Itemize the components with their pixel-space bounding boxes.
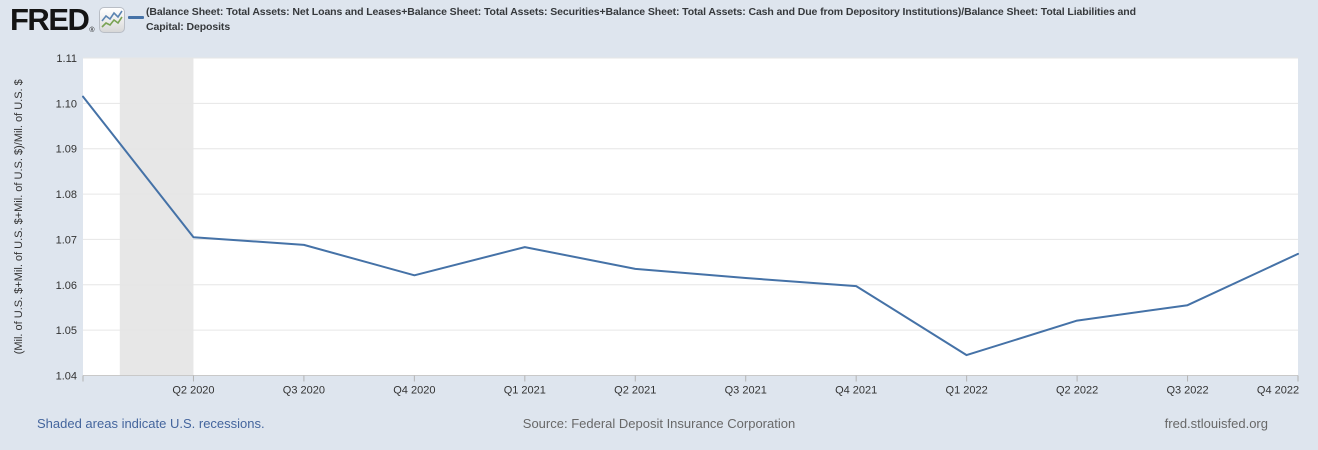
x-axis-tick-label: Q3 2020 <box>283 385 325 397</box>
fred-logo: FRED ® <box>10 3 125 37</box>
recession-band <box>119 58 194 376</box>
legend-series-marker <box>128 16 144 19</box>
y-axis-tick-label: 1.08 <box>56 189 77 201</box>
source-text: Source: Federal Deposit Insurance Corpor… <box>522 416 796 431</box>
chart-footer: Shaded areas indicate U.S. recessions. S… <box>0 416 1318 436</box>
x-axis-tick-label: Q4 2021 <box>835 385 877 397</box>
y-axis-tick-label: 1.09 <box>56 144 77 156</box>
y-axis-tick-label: 1.04 <box>56 371 77 383</box>
series-legend-label: (Balance Sheet: Total Assets: Net Loans … <box>146 5 1306 35</box>
x-axis-tick-label: Q3 2021 <box>725 385 767 397</box>
x-axis-tick-label: Q4 2022 <box>1257 385 1299 397</box>
registered-trademark: ® <box>89 27 95 34</box>
recessions-note-link[interactable]: Shaded areas indicate U.S. recessions. <box>37 416 265 431</box>
y-axis-tick-label: 1.05 <box>56 325 77 337</box>
fred-site-link[interactable]: fred.stlouisfed.org <box>1164 416 1268 431</box>
x-axis-tick-label: Q2 2022 <box>1056 385 1098 397</box>
y-axis-tick-label: 1.06 <box>56 280 77 292</box>
fred-logo-text: FRED <box>10 2 90 37</box>
x-axis-tick-label: Q2 2020 <box>172 385 214 397</box>
x-axis-tick-label: Q4 2020 <box>393 385 435 397</box>
x-axis-tick-label: Q2 2021 <box>614 385 656 397</box>
legend-label-line-2: Capital: Deposits <box>146 21 231 33</box>
y-axis-tick-label: 1.07 <box>56 234 77 246</box>
y-axis-tick-label: 1.10 <box>56 98 77 110</box>
x-axis-tick-label: Q1 2022 <box>946 385 988 397</box>
data-series-line <box>82 95 1299 357</box>
y-axis-tick-label: 1.11 <box>56 53 77 65</box>
plot-area <box>83 58 1298 376</box>
legend-label-line-1: (Balance Sheet: Total Assets: Net Loans … <box>146 6 1136 18</box>
line-chart-icon <box>98 7 125 33</box>
chart-header: FRED ® (Balance Sheet: Total Assets: Net … <box>0 0 1318 50</box>
x-axis-tick-label: Q1 2021 <box>504 385 546 397</box>
y-axis-title: (Mil. of U.S. $+Mil. of U.S. $+Mil. of U… <box>13 79 25 354</box>
x-axis-tick-label: Q3 2022 <box>1166 385 1208 397</box>
